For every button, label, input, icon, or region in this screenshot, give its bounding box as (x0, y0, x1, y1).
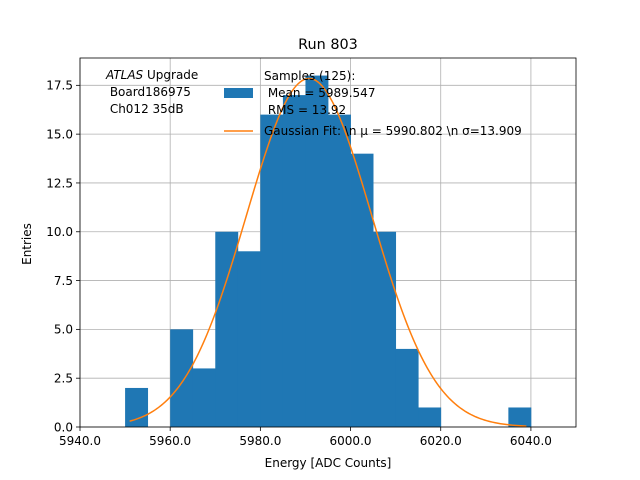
annotation-atlas: ATLAS (105, 68, 144, 82)
histogram-bar (328, 114, 351, 427)
histogram-bar (260, 114, 284, 427)
histogram-bar (350, 153, 374, 427)
x-tick-label: 5940.0 (59, 434, 101, 448)
plot-frame (79, 57, 577, 428)
gaussian-fit-line (129, 77, 527, 427)
histogram-bar (508, 407, 532, 427)
legend-hist-line-2: Mean = 5989.547 (264, 86, 375, 100)
legend: Samples (125): Mean = 5989.547 RMS = 13.… (224, 69, 522, 138)
x-tick-label: 5960.0 (149, 434, 191, 448)
annotation-line-3: Ch012 35dB (106, 102, 184, 116)
x-tick-label: 6040.0 (510, 434, 552, 448)
y-tick-label: 17.5 (46, 79, 73, 93)
x-tick-label: 6020.0 (420, 434, 462, 448)
histogram-bar (192, 368, 216, 427)
histogram-bar (305, 75, 329, 428)
histogram-bar (125, 387, 149, 427)
histogram-bar (215, 231, 239, 427)
atlas-annotation: ATLAS Upgrade Board186975 Ch012 35dB (105, 68, 198, 116)
histogram-bar (373, 231, 397, 427)
legend-fit-label: Gaussian Fit: \n μ = 5990.802 \n σ=13.90… (264, 124, 522, 138)
histogram-bar (395, 348, 419, 427)
y-axis-ticks: 0.0 2.5 5.0 7.5 10.0 12.5 15.0 17.5 (46, 79, 80, 434)
annotation-line-2: Board186975 (106, 85, 191, 99)
x-axis-ticks: 5940.0 5960.0 5980.0 6000.0 6020.0 6040.0 (59, 427, 552, 448)
y-tick-label: 15.0 (46, 127, 73, 141)
y-tick-label: 2.5 (54, 371, 73, 385)
y-tick-label: 12.5 (46, 176, 73, 190)
x-tick-label: 5980.0 (239, 434, 281, 448)
y-axis-label: Entries (20, 223, 34, 265)
annotation-upgrade: Upgrade (143, 68, 198, 82)
legend-hist-line-3: RMS = 13.92 (264, 103, 346, 117)
y-tick-label: 5.0 (54, 323, 73, 337)
chart-title: Run 803 (298, 37, 358, 53)
y-tick-label: 7.5 (54, 274, 73, 288)
histogram-bar (237, 251, 261, 427)
x-axis-label: Energy [ADC Counts] (265, 456, 392, 470)
x-tick-label: 6000.0 (330, 434, 372, 448)
histogram-bar (282, 95, 306, 427)
histogram-bars (125, 75, 532, 428)
histogram-bar (170, 329, 194, 427)
annotation-line-1: ATLAS Upgrade (105, 68, 198, 82)
histogram-bar (418, 407, 442, 427)
legend-hist-line-1: Samples (125): (264, 69, 355, 83)
legend-hist-swatch (224, 88, 253, 98)
y-tick-label: 10.0 (46, 225, 73, 239)
y-tick-label: 0.0 (54, 420, 73, 434)
